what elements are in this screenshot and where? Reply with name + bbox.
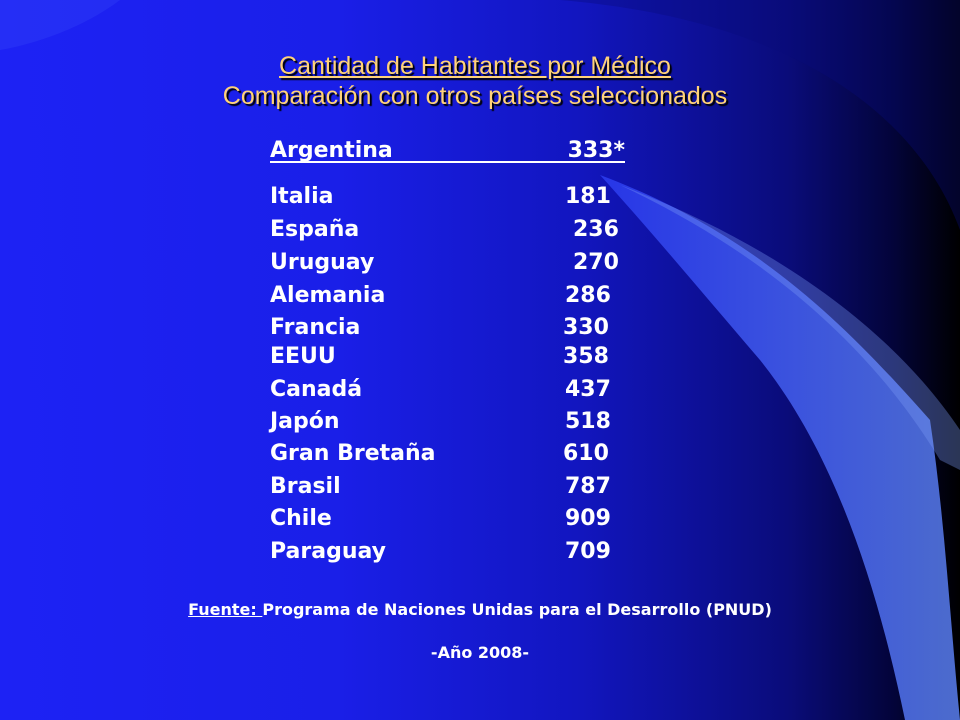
- source-note: Fuente: Programa de Naciones Unidas para…: [0, 600, 960, 619]
- highlight-value: 333*: [567, 138, 625, 163]
- value-label: 236: [573, 217, 619, 242]
- highlight-country: Argentina: [270, 138, 393, 163]
- highlight-row-argentina: Argentina 333*: [270, 136, 625, 166]
- country-label: Uruguay: [270, 250, 375, 275]
- source-label: Fuente:: [188, 600, 263, 619]
- country-label: Brasil: [270, 474, 341, 499]
- country-label: España: [270, 217, 360, 242]
- value-label: 181: [565, 184, 611, 209]
- value-label: 787: [565, 474, 611, 499]
- country-label: Alemania: [270, 283, 386, 308]
- country-label: Francia: [270, 315, 361, 340]
- title-block: Cantidad de Habitantes por Médico Compar…: [0, 50, 960, 110]
- value-label: 518: [565, 409, 611, 434]
- country-label: Canadá: [270, 377, 363, 402]
- year-note: -Año 2008-: [430, 643, 530, 662]
- value-label: 330: [563, 315, 609, 340]
- slide-subtitle: Comparación con otros países seleccionad…: [222, 82, 728, 110]
- value-label: 610: [563, 441, 609, 466]
- value-label: 286: [565, 283, 611, 308]
- value-label: 358: [563, 344, 609, 369]
- value-label: 270: [573, 250, 619, 275]
- country-label: EEUU: [270, 344, 336, 369]
- highlight-underline: [270, 161, 625, 163]
- country-label: Italia: [270, 184, 334, 209]
- country-label: Paraguay: [270, 539, 386, 564]
- source-text: Programa de Naciones Unidas para el Desa…: [262, 600, 772, 619]
- value-label: 909: [565, 506, 611, 531]
- country-label: Gran Bretaña: [270, 441, 436, 466]
- slide-title: Cantidad de Habitantes por Médico: [279, 52, 671, 80]
- value-label: 437: [565, 377, 611, 402]
- country-label: Japón: [270, 409, 340, 434]
- country-label: Chile: [270, 506, 332, 531]
- value-label: 709: [565, 539, 611, 564]
